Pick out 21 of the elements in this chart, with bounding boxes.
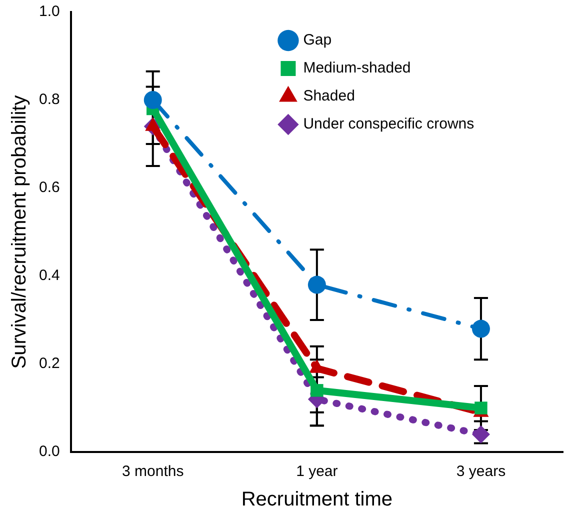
point: [472, 320, 490, 338]
y-tick-label: 0.4: [38, 267, 60, 284]
y-tick-label: 0.8: [38, 91, 60, 108]
x-tick-label: 3 months: [122, 463, 184, 480]
y-tick-label: 1.0: [38, 3, 60, 20]
legend-label: Gap: [303, 32, 332, 49]
y-tick-label: 0.2: [38, 355, 60, 372]
legend-label: Medium-shaded: [303, 60, 411, 77]
point: [472, 425, 490, 444]
x-tick-label: 3 years: [456, 463, 506, 480]
y-axis-title: Survival/recruitment probability: [8, 95, 31, 369]
legend-label: Under conspecific crowns: [303, 116, 474, 133]
y-tick-label: 0.0: [38, 443, 60, 460]
point: [144, 91, 162, 109]
legend-label: Shaded: [303, 88, 355, 105]
y-tick-label: 0.6: [38, 179, 60, 196]
x-tick-label: 1 year: [296, 463, 338, 480]
point: [474, 402, 488, 414]
point: [310, 384, 324, 397]
point: [308, 276, 326, 294]
x-axis-title: Recruitment time: [241, 488, 393, 511]
